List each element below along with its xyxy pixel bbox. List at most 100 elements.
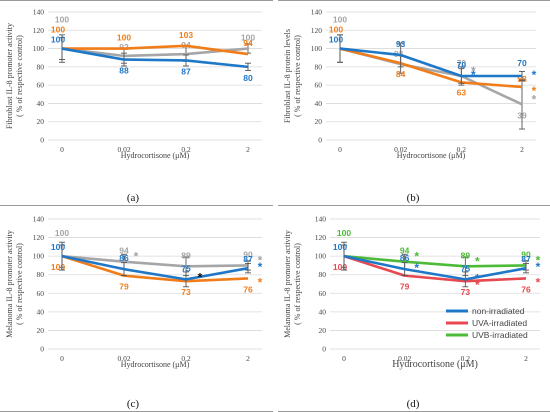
data-label: 94	[119, 246, 129, 256]
significance-star: *	[471, 64, 476, 78]
y-tick-label: 0	[40, 345, 44, 354]
series-blue: 100 86 75 * 87 *	[51, 241, 263, 288]
y-tick-label: 20	[319, 326, 327, 335]
significance-star: *	[198, 270, 203, 284]
x-tick-label: 0	[338, 145, 342, 154]
data-label: 100	[117, 33, 131, 43]
series-line	[339, 47, 523, 89]
data-label: 88	[119, 66, 129, 76]
significance-star: *	[258, 275, 263, 289]
y-axis-title: Fibroblast IL-8 protein levels	[283, 29, 292, 123]
data-label: 100	[55, 228, 69, 238]
y-tick-label: 20	[315, 117, 323, 126]
data-label: 100	[329, 25, 343, 35]
x-tick-label: 2	[520, 145, 524, 154]
significance-star: *	[258, 260, 263, 274]
data-label: 100	[51, 262, 65, 272]
significance-star: *	[134, 250, 139, 264]
data-label: 76	[521, 284, 531, 294]
chart-panel-a: 0 20 40 60 80 100 120 140 0 0.02 0.2 2 Hydrocortison…	[0, 0, 275, 175]
x-axis-title: Hydrocortisone (μM)	[121, 360, 190, 369]
significance-star: *	[414, 250, 419, 264]
data-label: 90	[243, 249, 253, 259]
x-tick-label: 0.2	[181, 145, 191, 154]
x-tick-label: 0.02	[117, 145, 130, 154]
data-label: 84	[396, 69, 406, 79]
y-tick-label: 60	[319, 289, 327, 298]
data-label: 86	[119, 253, 129, 263]
series-line	[343, 254, 527, 283]
y-tick-label: 100	[33, 252, 45, 261]
data-label: 100	[333, 262, 347, 272]
data-label: 94	[243, 38, 253, 48]
divider-top-a	[0, 0, 273, 1]
x-tick-label: 0.02	[398, 354, 411, 363]
data-label: 79	[119, 282, 129, 292]
gridlines	[48, 11, 262, 141]
series-line	[62, 44, 249, 56]
significance-star: *	[536, 275, 541, 289]
series-green: 100 94 * 89 * 90 *	[337, 228, 541, 277]
data-label: 90	[521, 249, 531, 259]
data-label: 87	[181, 66, 191, 76]
y-tick-label: 120	[33, 26, 45, 35]
data-label: 70	[517, 58, 527, 68]
x-tick-label: 2	[246, 145, 250, 154]
data-label: 100	[55, 15, 69, 25]
y-tick-label: 140	[311, 8, 323, 17]
data-label: 100	[241, 33, 255, 43]
y-axis-title-line2: ( % of respective control)	[293, 243, 302, 325]
data-label: 75	[461, 263, 471, 273]
caption-a: (a)	[126, 192, 140, 204]
x-tick-label: 0.2	[461, 354, 471, 363]
caption-d: (d)	[406, 398, 420, 410]
data-label: 73	[461, 287, 471, 297]
y-tick-label: 20	[37, 326, 45, 335]
y-tick-label: 40	[315, 99, 323, 108]
data-label: 63	[457, 87, 467, 97]
data-label: 87	[243, 254, 253, 264]
caption-b: (b)	[406, 192, 420, 204]
y-tick-label: 40	[37, 307, 45, 316]
data-label: 39	[517, 110, 527, 120]
data-label: 80	[243, 73, 253, 83]
significance-star: *	[536, 253, 541, 267]
chart-a-svg: 0 20 40 60 80 100 120 140 0 0.02 0.2 2 Hydrocortison…	[5, 8, 262, 160]
divider-mid-b	[278, 205, 550, 206]
significance-star: *	[532, 92, 537, 106]
chart-panel-b: 0 20 40 60 80 100 120 140 0 0.02 0.2 2 Hydrocortison…	[278, 0, 550, 175]
y-tick-label: 140	[33, 8, 45, 17]
significance-star: *	[475, 278, 480, 292]
series-blue: 100 86 * 75 * 87 *	[333, 241, 541, 288]
x-tick-label: 0.2	[457, 145, 467, 154]
y-tick-label: 100	[315, 252, 327, 261]
series-red: 100 79 73 * 76 *	[333, 254, 541, 297]
gridlines	[48, 218, 262, 350]
series-line	[339, 47, 522, 78]
y-tick-label: 120	[315, 233, 327, 242]
y-tick-label: 80	[315, 62, 323, 71]
y-tick-label: 80	[37, 62, 45, 71]
data-label: 100	[329, 35, 343, 45]
y-axis-title: Fibroblast IL-8 promoter activity	[5, 23, 14, 129]
series-line	[343, 254, 527, 281]
legend: non-irradiated UVA-irradiated UVB-irradiat…	[446, 306, 528, 340]
series-blue: 100 93 70 * 70 *	[329, 34, 537, 84]
data-label: 70	[457, 60, 467, 70]
chart-c-svg: 0 20 40 60 80 100 120 140 0 0.02 0.2 2 Hydrocortison…	[5, 215, 263, 370]
x-tick-label: 2	[524, 354, 528, 363]
y-axis-title: Melanoma IL-8 promoter activity	[283, 230, 292, 338]
divider-top-b	[278, 0, 550, 1]
y-tick-label: 0	[322, 345, 326, 354]
legend-label: UVA-irradiated	[472, 318, 527, 328]
series-line	[61, 47, 249, 58]
legend-label: UVB-irradiated	[472, 330, 528, 340]
x-axis-title: Hydrocortisone (μM)	[397, 151, 466, 160]
data-label: 100	[51, 242, 65, 252]
data-label: 92	[119, 42, 129, 52]
significance-star: *	[532, 84, 537, 98]
series-line	[343, 254, 527, 268]
data-label: 75	[181, 263, 191, 273]
series-line	[61, 254, 249, 268]
